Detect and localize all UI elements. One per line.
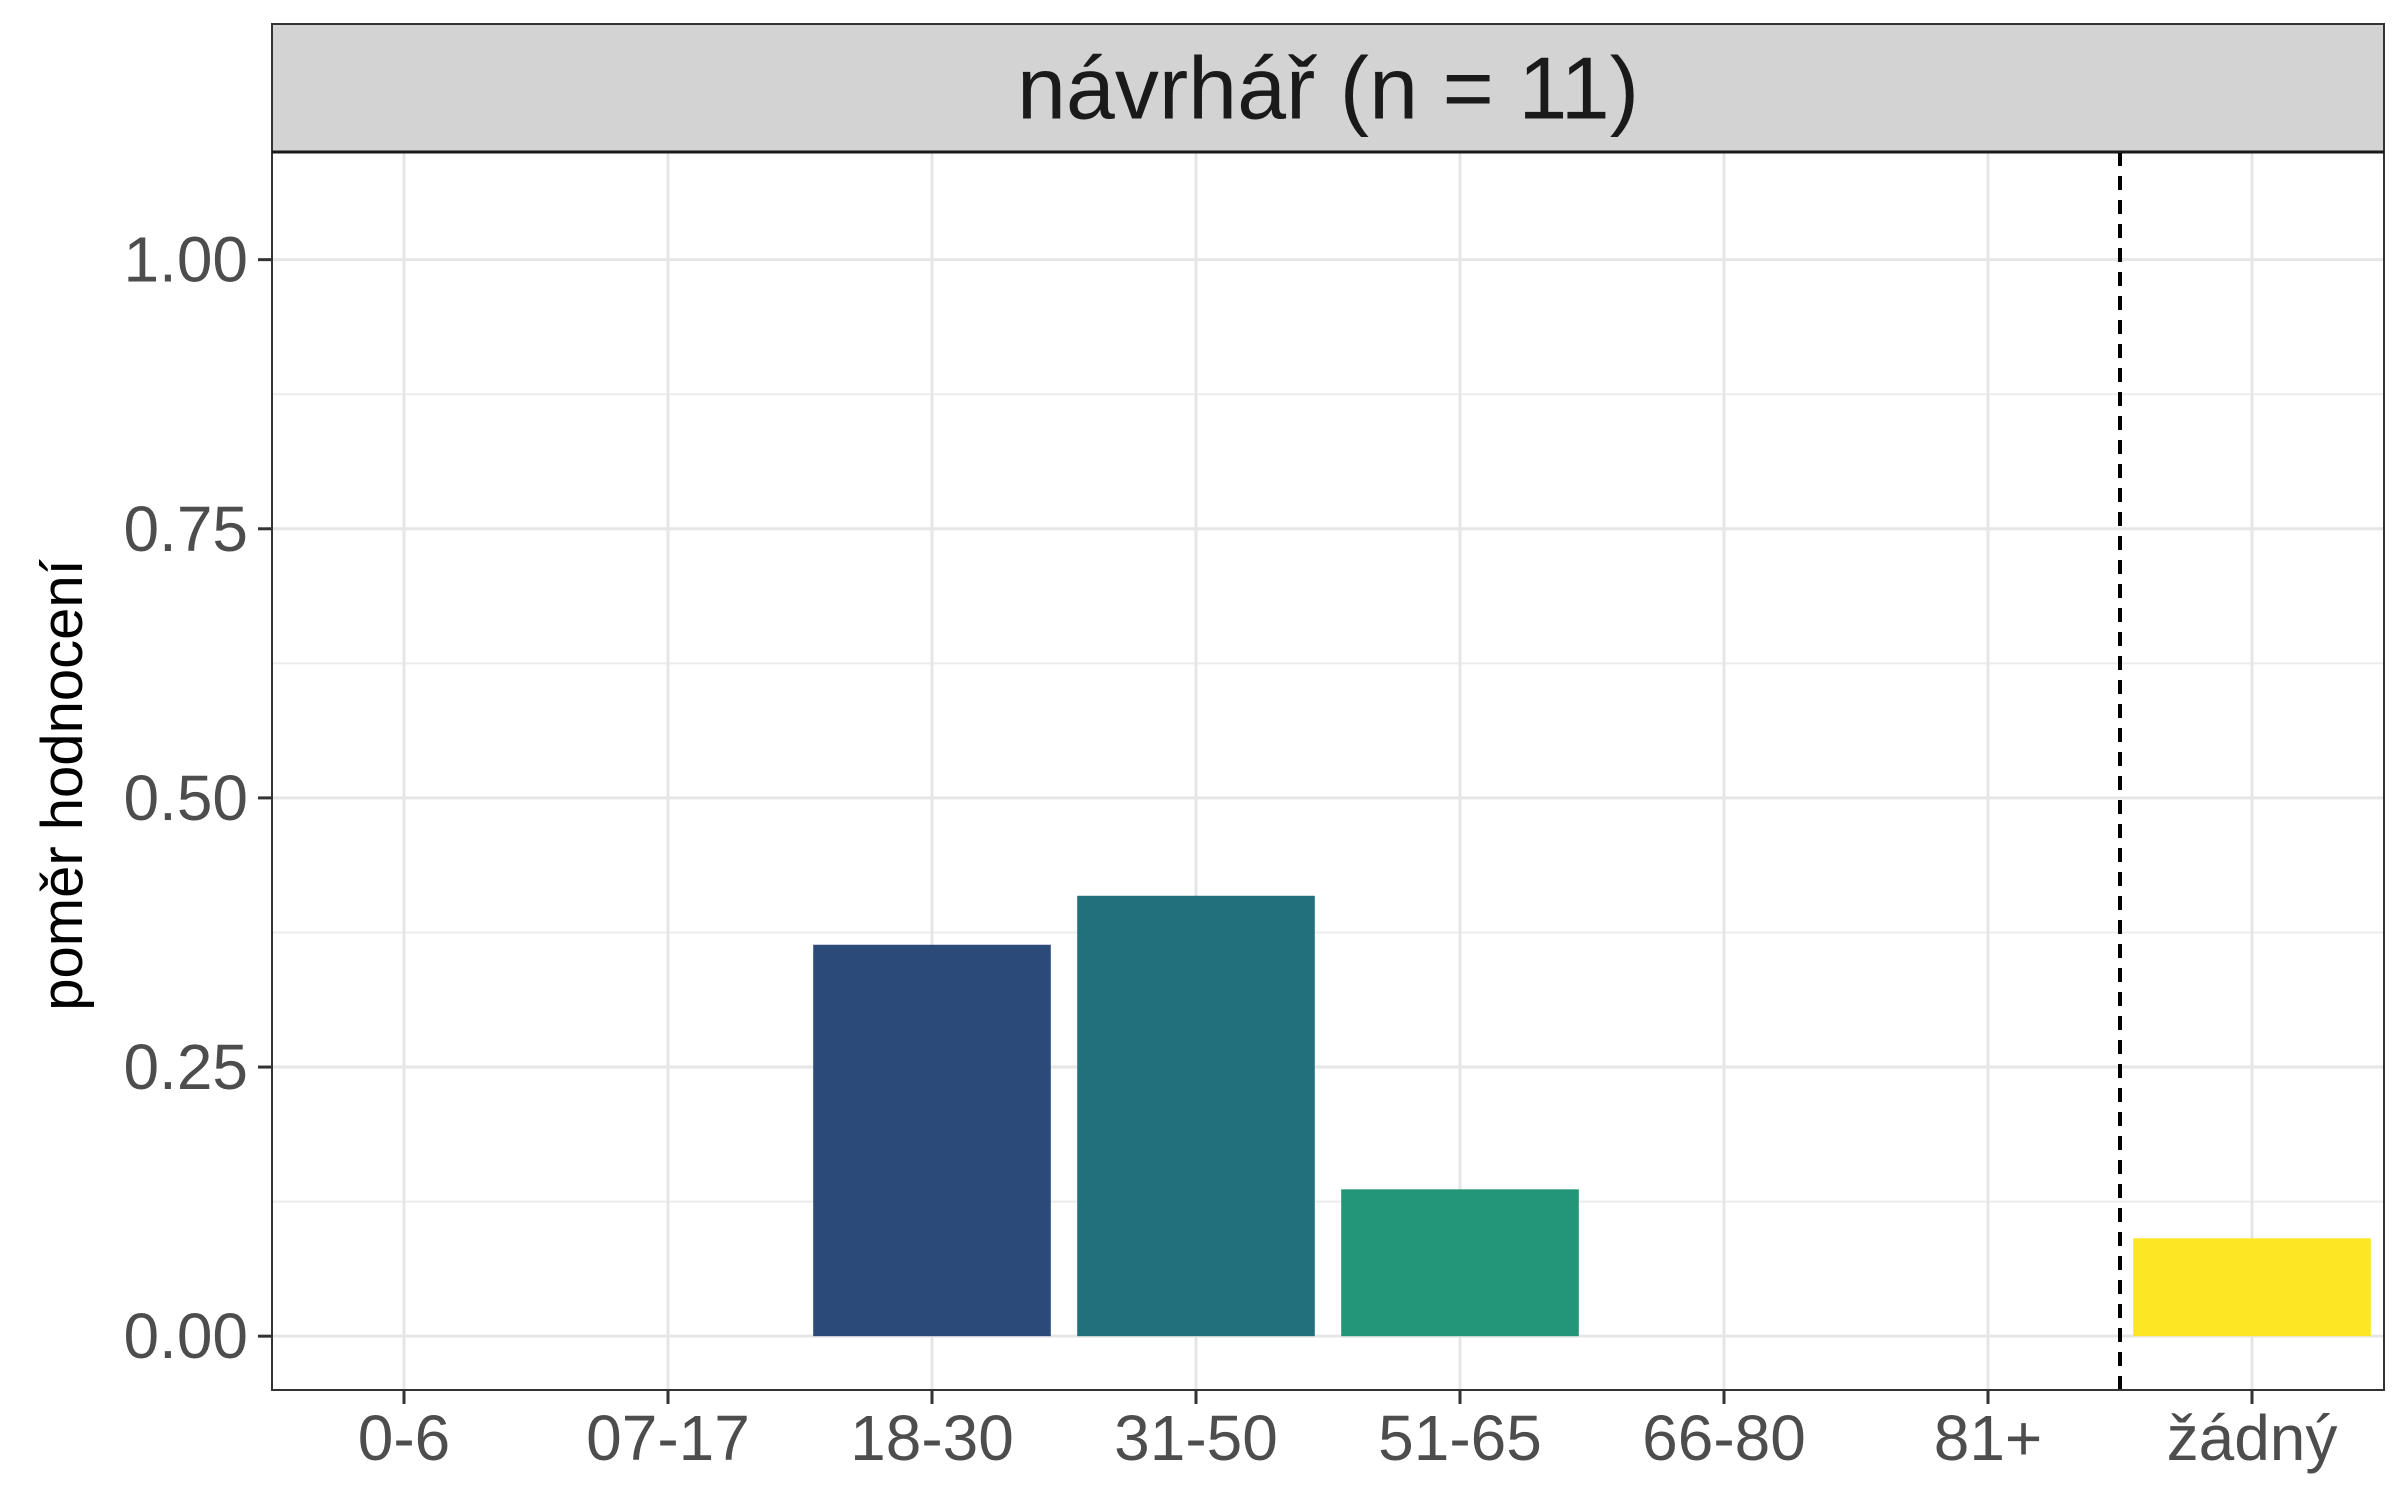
plot-panel <box>272 152 2384 1390</box>
y-tick-label: 0.00 <box>123 1300 248 1372</box>
x-tick-label: 66-80 <box>1642 1402 1806 1474</box>
x-tick-label: 31-50 <box>1114 1402 1278 1474</box>
x-tick-label: 07-17 <box>586 1402 750 1474</box>
x-axis: 0-6 07-17 18-30 31-50 51-65 66-80 81+ žádný <box>358 1390 2338 1474</box>
y-axis: 0.00 0.25 0.50 0.75 1.00 <box>123 224 272 1372</box>
x-tick-label: 0-6 <box>358 1402 451 1474</box>
bar-51-65 <box>1341 1189 1579 1337</box>
bar-31-50 <box>1077 895 1315 1337</box>
grid <box>272 152 2384 1390</box>
x-tick-label: 18-30 <box>850 1402 1014 1474</box>
x-tick-label: 51-65 <box>1378 1402 1542 1474</box>
bars <box>813 895 2371 1337</box>
x-tick-label: žádný <box>2167 1402 2338 1474</box>
y-tick-label: 0.25 <box>123 1031 248 1103</box>
strip-background <box>271 23 2385 153</box>
y-tick-label: 0.75 <box>123 493 248 565</box>
bar-žádný <box>2133 1238 2371 1337</box>
y-tick-label: 1.00 <box>123 224 248 296</box>
y-tick-label: 0.50 <box>123 762 248 834</box>
x-tick-label: 81+ <box>1934 1402 2043 1474</box>
chart-title: návrhář (n = 11) <box>1017 39 1639 138</box>
bar-18-30 <box>813 944 1051 1337</box>
y-axis-title: poměr hodnocení <box>30 559 95 1010</box>
